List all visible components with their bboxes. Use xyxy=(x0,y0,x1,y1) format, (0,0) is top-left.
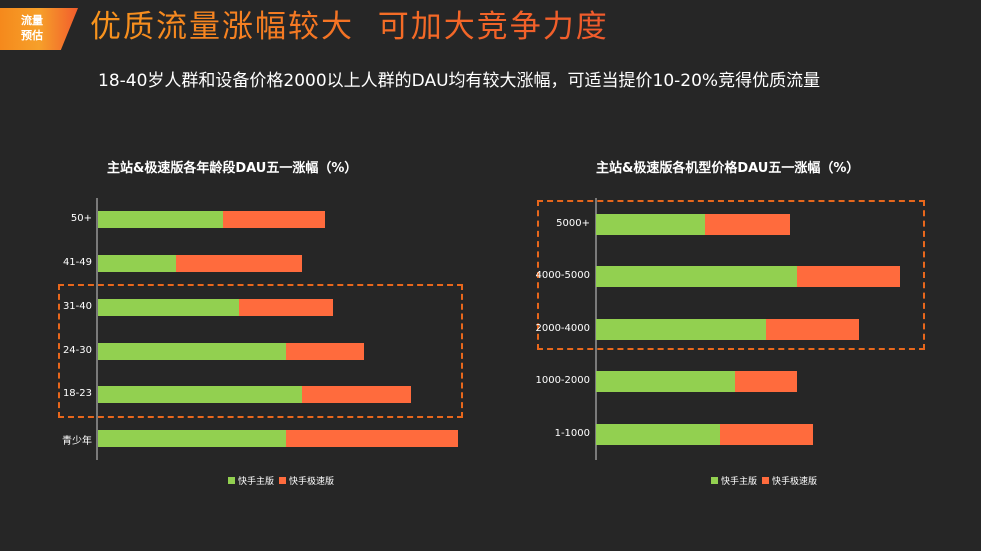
highlight-box-price xyxy=(537,200,925,350)
bar-segment-main xyxy=(98,430,286,447)
legend-age: 快手主版 快手极速版 xyxy=(228,474,339,487)
bar-segment-main xyxy=(98,211,223,228)
highlight-box-age xyxy=(58,284,463,418)
chart-title-age: 主站&极速版各年龄段DAU五一涨幅（%） xyxy=(107,161,358,176)
category-label: 1000-2000 xyxy=(535,374,590,386)
category-label: 24-30 xyxy=(62,344,92,356)
legend-item-main: 快手主版 xyxy=(228,474,274,487)
stacked-bar xyxy=(98,211,325,228)
category-label: 31-40 xyxy=(62,300,92,312)
legend-label-main: 快手主版 xyxy=(721,477,758,487)
bar-segment-lite xyxy=(223,211,325,228)
bar-segment-lite xyxy=(720,424,813,445)
y-axis-age xyxy=(96,198,98,460)
bar-segment-lite xyxy=(302,386,411,403)
stacked-bar xyxy=(596,319,859,340)
bar-segment-lite xyxy=(286,430,458,447)
legend-swatch-main xyxy=(228,477,235,484)
legend-swatch-lite xyxy=(762,477,770,484)
category-label: 18-23 xyxy=(62,387,92,399)
legend-swatch-main xyxy=(711,477,718,484)
category-label: 4000-5000 xyxy=(535,269,590,281)
bar-segment-lite xyxy=(797,266,900,287)
stacked-bar xyxy=(98,255,302,272)
category-label: 青少年 xyxy=(62,435,92,447)
legend-label-main: 快手主版 xyxy=(238,477,275,487)
badge-line-2: 预估 xyxy=(21,29,43,42)
stacked-bar xyxy=(98,343,364,360)
bar-segment-lite xyxy=(735,371,797,392)
page-title: 优质流量涨幅较大 可加大竞争力度 xyxy=(90,5,609,49)
bar-segment-main xyxy=(98,299,239,316)
stacked-bar xyxy=(596,214,790,235)
bar-segment-main xyxy=(98,386,302,403)
bar-segment-lite xyxy=(705,214,790,235)
bar-segment-lite xyxy=(176,255,302,272)
category-label: 1-1000 xyxy=(554,427,590,439)
bar-segment-main xyxy=(596,371,735,392)
stacked-bar xyxy=(98,299,333,316)
bar-segment-main xyxy=(98,343,286,360)
category-label: 5000+ xyxy=(556,217,590,229)
legend-label-lite: 快手极速版 xyxy=(289,477,335,487)
legend-label-lite: 快手极速版 xyxy=(772,477,818,487)
category-label: 41-49 xyxy=(62,256,92,268)
stacked-bar xyxy=(98,386,411,403)
badge-label: 流量 预估 xyxy=(14,13,50,43)
stacked-bar xyxy=(596,424,813,445)
stacked-bar xyxy=(596,266,900,287)
section-badge: 流量 预估 xyxy=(0,8,78,50)
legend-item-main: 快手主版 xyxy=(711,474,757,487)
chart-title-price: 主站&极速版各机型价格DAU五一涨幅（%） xyxy=(596,161,860,176)
bar-segment-main xyxy=(98,255,176,272)
stacked-bar xyxy=(98,430,458,447)
stacked-bar xyxy=(596,371,797,392)
bar-segment-main xyxy=(596,319,766,340)
bar-segment-lite xyxy=(239,299,333,316)
bar-segment-main xyxy=(596,266,797,287)
legend-item-lite: 快手极速版 xyxy=(279,474,334,487)
legend-swatch-lite xyxy=(279,477,287,484)
bar-segment-lite xyxy=(766,319,859,340)
legend-item-lite: 快手极速版 xyxy=(762,474,817,487)
bar-segment-main xyxy=(596,214,705,235)
category-label: 2000-4000 xyxy=(535,322,590,334)
bar-segment-main xyxy=(596,424,720,445)
badge-line-1: 流量 xyxy=(21,14,43,27)
category-label: 50+ xyxy=(70,212,92,224)
page-subtitle: 18-40岁人群和设备价格2000以上人群的DAU均有较大涨幅，可适当提价10-… xyxy=(98,71,821,91)
bar-segment-lite xyxy=(286,343,364,360)
legend-price: 快手主版 快手极速版 xyxy=(711,474,822,487)
